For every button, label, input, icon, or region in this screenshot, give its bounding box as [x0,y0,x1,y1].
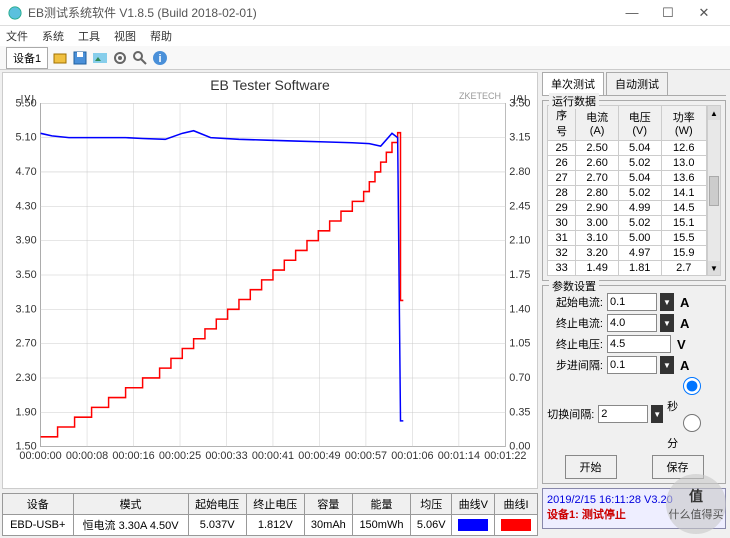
end-current-input[interactable] [607,314,657,332]
start-current-label: 起始电流: [547,294,603,310]
svg-text:1.90: 1.90 [15,406,36,418]
table-row[interactable]: 303.005.0215.1 [548,216,707,231]
end-voltage-input[interactable] [607,335,671,353]
unit-a: A [680,358,689,373]
title-bar: EB测试系统软件 V1.8.5 (Build 2018-02-01) — ☐ ✕ [0,0,730,26]
dropdown-icon[interactable]: ▼ [651,405,663,423]
tab-single-test[interactable]: 单次测试 [542,72,604,95]
svg-text:5.10: 5.10 [15,132,36,144]
table-row[interactable]: 262.605.0213.0 [548,156,707,171]
settings-icon[interactable] [112,50,128,66]
svg-text:i: i [159,53,162,65]
end-voltage-label: 终止电压: [547,336,603,352]
unit-v: V [677,337,686,352]
step-input[interactable] [607,356,657,374]
table-row[interactable]: 323.204.9715.9 [548,246,707,261]
svg-text:00:00:57: 00:00:57 [345,450,387,462]
svg-text:3.50: 3.50 [15,269,36,281]
unit-a: A [680,316,689,331]
switch-label: 切换间隔: [547,406,594,422]
start-current-input[interactable] [607,293,657,311]
end-current-label: 终止电流: [547,315,603,331]
svg-text:00:00:33: 00:00:33 [205,450,247,462]
svg-text:00:00:41: 00:00:41 [252,450,294,462]
params-group: 参数设置 起始电流: ▼ A 终止电流: ▼ A 终止电压: V 步进间隔: ▼… [542,285,726,484]
table-row[interactable]: 313.105.0015.5 [548,231,707,246]
svg-text:1.40: 1.40 [509,303,530,315]
maximize-button[interactable]: ☐ [650,1,686,25]
scroll-up-icon[interactable]: ▲ [708,106,720,120]
image-icon[interactable] [92,50,108,66]
svg-text:2.45: 2.45 [509,200,530,212]
close-button[interactable]: ✕ [686,1,722,25]
svg-text:0.70: 0.70 [509,372,530,384]
dropdown-icon[interactable]: ▼ [660,356,674,374]
switch-input[interactable] [598,405,648,423]
table-row[interactable]: 282.805.0214.1 [548,186,707,201]
tab-auto-test[interactable]: 自动测试 [606,72,668,95]
table-row[interactable]: 331.491.812.7 [548,261,707,276]
params-title: 参数设置 [549,278,599,294]
svg-text:4.30: 4.30 [15,200,36,212]
dropdown-icon[interactable]: ▼ [660,293,674,311]
watermark-badge: 值 什么值得买 [666,474,726,534]
menu-file[interactable]: 文件 [6,28,28,44]
chart-watermark: ZKETECH [459,91,501,101]
search-icon[interactable] [132,50,148,66]
svg-text:00:01:22: 00:01:22 [484,450,526,462]
menu-tools[interactable]: 工具 [78,28,100,44]
svg-text:1.05: 1.05 [509,338,530,350]
window-title: EB测试系统软件 V1.8.5 (Build 2018-02-01) [28,4,614,21]
start-button[interactable]: 开始 [565,455,617,479]
svg-text:3.10: 3.10 [15,303,36,315]
chart-title: EB Tester Software [3,73,537,95]
app-icon [8,6,22,20]
menu-bar: 文件 系统 工具 视图 帮助 [0,26,730,46]
table-row[interactable]: 272.705.0413.6 [548,171,707,186]
radio-min[interactable] [667,414,717,432]
svg-text:00:01:14: 00:01:14 [438,450,480,462]
dropdown-icon[interactable]: ▼ [660,314,674,332]
svg-text:2.10: 2.10 [509,235,530,247]
summary-table: 设备模式起始电压终止电压容量能量均压曲线V曲线I EBD-USB+恒电流 3.3… [2,493,538,536]
data-table: 序号电流(A)电压(V)功率(W) 252.505.0412.6262.605.… [547,105,707,276]
menu-help[interactable]: 帮助 [150,28,172,44]
data-group-title: 运行数据 [549,93,599,109]
svg-text:2.80: 2.80 [509,166,530,178]
svg-text:0.35: 0.35 [509,406,530,418]
menu-view[interactable]: 视图 [114,28,136,44]
open-icon[interactable] [52,50,68,66]
unit-a: A [680,295,689,310]
svg-text:[V]: [V] [21,95,34,104]
scroll-thumb[interactable] [709,176,719,206]
table-row[interactable]: 252.505.0412.6 [548,141,707,156]
radio-sec[interactable] [667,377,717,395]
svg-text:2.70: 2.70 [15,338,36,350]
svg-text:00:00:00: 00:00:00 [19,450,61,462]
svg-text:00:00:49: 00:00:49 [298,450,340,462]
svg-text:2.30: 2.30 [15,372,36,384]
table-row[interactable]: 292.904.9914.5 [548,201,707,216]
svg-text:1.75: 1.75 [509,269,530,281]
step-label: 步进间隔: [547,357,603,373]
minimize-button[interactable]: — [614,1,650,25]
scroll-down-icon[interactable]: ▼ [708,261,720,275]
svg-text:00:00:25: 00:00:25 [159,450,201,462]
svg-text:00:00:16: 00:00:16 [112,450,154,462]
svg-text:[A]: [A] [513,95,526,104]
svg-text:00:01:06: 00:01:06 [391,450,433,462]
device-tab[interactable]: 设备1 [6,47,48,69]
toolbar: 设备1 i [0,46,730,70]
data-scrollbar[interactable]: ▲ ▼ [707,105,721,276]
chart-svg: 5.503.505.103.154.702.804.302.453.902.10… [3,95,537,488]
save-icon[interactable] [72,50,88,66]
svg-text:4.70: 4.70 [15,166,36,178]
svg-text:00:00:08: 00:00:08 [66,450,108,462]
info-icon[interactable]: i [152,50,168,66]
svg-text:3.90: 3.90 [15,235,36,247]
chart-area: EB Tester Software ZKETECH 5.503.505.103… [2,72,538,489]
data-group: 运行数据 序号电流(A)电压(V)功率(W) 252.505.0412.6262… [542,100,726,281]
svg-text:3.15: 3.15 [509,132,530,144]
menu-system[interactable]: 系统 [42,28,64,44]
